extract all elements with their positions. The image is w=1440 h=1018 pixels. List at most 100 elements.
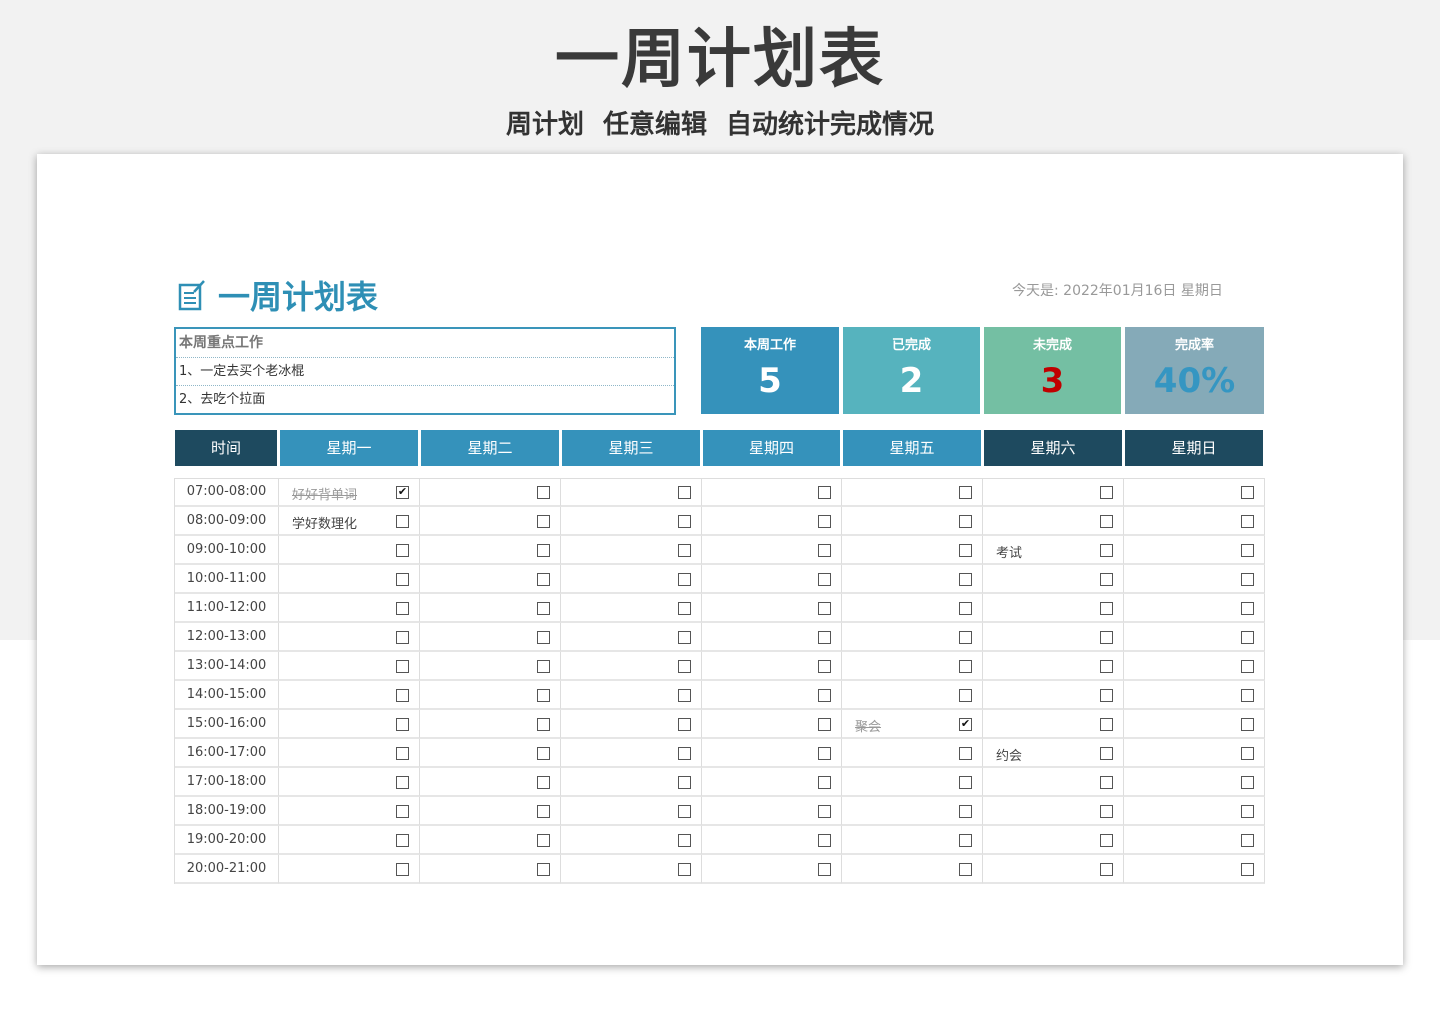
task-checkbox[interactable] — [1100, 776, 1113, 789]
weekly-focus-item[interactable]: 1、一定去买个老冰棍 — [176, 358, 674, 387]
task-checkbox[interactable] — [537, 660, 550, 673]
task-checkbox[interactable] — [678, 486, 691, 499]
schedule-cell[interactable] — [1124, 681, 1265, 710]
schedule-cell[interactable] — [1124, 594, 1265, 623]
task-checkbox[interactable] — [396, 863, 409, 876]
schedule-cell[interactable] — [1124, 797, 1265, 826]
task-checkbox[interactable] — [678, 718, 691, 731]
schedule-cell[interactable] — [842, 623, 983, 652]
schedule-cell[interactable] — [1124, 652, 1265, 681]
schedule-cell[interactable] — [842, 652, 983, 681]
schedule-cell[interactable] — [420, 826, 561, 855]
schedule-cell[interactable] — [842, 797, 983, 826]
task-checkbox[interactable] — [1241, 689, 1254, 702]
schedule-cell[interactable] — [561, 710, 702, 739]
schedule-cell[interactable] — [561, 536, 702, 565]
schedule-cell[interactable] — [561, 739, 702, 768]
task-checkbox[interactable] — [396, 631, 409, 644]
task-checkbox[interactable] — [678, 834, 691, 847]
schedule-cell[interactable] — [561, 623, 702, 652]
task-checkbox[interactable] — [396, 573, 409, 586]
task-checkbox[interactable] — [396, 660, 409, 673]
task-checkbox[interactable] — [818, 573, 831, 586]
task-checkbox[interactable] — [678, 863, 691, 876]
task-checkbox[interactable] — [818, 631, 831, 644]
schedule-cell[interactable] — [983, 623, 1124, 652]
schedule-cell[interactable] — [842, 594, 983, 623]
schedule-cell[interactable] — [420, 710, 561, 739]
schedule-cell[interactable] — [279, 797, 420, 826]
task-checkbox[interactable] — [818, 718, 831, 731]
schedule-cell[interactable] — [1124, 507, 1265, 536]
task-checkbox[interactable] — [678, 689, 691, 702]
schedule-cell[interactable] — [561, 507, 702, 536]
task-checkbox[interactable] — [1100, 602, 1113, 615]
schedule-cell[interactable] — [561, 565, 702, 594]
task-checkbox[interactable] — [678, 631, 691, 644]
task-checkbox[interactable] — [678, 805, 691, 818]
schedule-cell[interactable] — [561, 826, 702, 855]
task-text[interactable]: 聚会 — [855, 720, 882, 735]
task-checkbox[interactable] — [537, 486, 550, 499]
schedule-cell[interactable] — [702, 507, 842, 536]
schedule-cell[interactable] — [983, 826, 1124, 855]
task-checkbox[interactable] — [1100, 660, 1113, 673]
schedule-cell[interactable] — [1124, 478, 1265, 507]
schedule-cell[interactable] — [702, 739, 842, 768]
schedule-cell[interactable] — [842, 565, 983, 594]
schedule-cell[interactable] — [561, 681, 702, 710]
task-checkbox[interactable] — [537, 834, 550, 847]
task-checkbox[interactable] — [678, 776, 691, 789]
schedule-cell[interactable] — [983, 565, 1124, 594]
task-checkbox[interactable] — [678, 544, 691, 557]
schedule-cell[interactable] — [702, 652, 842, 681]
task-checkbox[interactable] — [1241, 718, 1254, 731]
schedule-cell[interactable] — [561, 594, 702, 623]
schedule-cell[interactable] — [983, 855, 1124, 884]
task-checkbox[interactable] — [818, 544, 831, 557]
schedule-cell[interactable]: 考试 — [983, 536, 1124, 565]
task-checkbox[interactable] — [1241, 863, 1254, 876]
schedule-cell[interactable] — [1124, 739, 1265, 768]
schedule-cell[interactable] — [1124, 536, 1265, 565]
task-checkbox[interactable] — [1241, 515, 1254, 528]
schedule-cell[interactable] — [279, 768, 420, 797]
task-checkbox[interactable] — [959, 805, 972, 818]
task-checkbox[interactable] — [537, 805, 550, 818]
task-checkbox[interactable] — [537, 689, 550, 702]
schedule-cell[interactable] — [561, 855, 702, 884]
schedule-cell[interactable] — [842, 536, 983, 565]
schedule-cell[interactable] — [420, 855, 561, 884]
task-checkbox[interactable] — [818, 602, 831, 615]
schedule-cell[interactable] — [420, 478, 561, 507]
task-checkbox[interactable] — [959, 631, 972, 644]
schedule-cell[interactable] — [842, 826, 983, 855]
schedule-cell[interactable] — [702, 797, 842, 826]
schedule-cell[interactable] — [702, 478, 842, 507]
task-checkbox[interactable] — [396, 689, 409, 702]
task-checkbox[interactable] — [818, 486, 831, 499]
schedule-cell[interactable] — [420, 739, 561, 768]
task-checkbox[interactable] — [959, 834, 972, 847]
task-checkbox[interactable] — [959, 544, 972, 557]
task-checkbox[interactable] — [537, 544, 550, 557]
schedule-cell[interactable] — [420, 623, 561, 652]
task-checkbox[interactable] — [678, 747, 691, 760]
task-checkbox[interactable] — [537, 776, 550, 789]
schedule-cell[interactable] — [983, 594, 1124, 623]
schedule-cell[interactable] — [702, 826, 842, 855]
task-checkbox[interactable] — [818, 805, 831, 818]
task-text[interactable]: 考试 — [996, 546, 1023, 561]
task-checkbox[interactable] — [537, 747, 550, 760]
schedule-cell[interactable] — [702, 681, 842, 710]
schedule-cell[interactable] — [420, 536, 561, 565]
task-checkbox[interactable] — [396, 834, 409, 847]
task-checkbox[interactable] — [678, 515, 691, 528]
task-checkbox[interactable] — [1100, 834, 1113, 847]
task-checkbox[interactable] — [396, 747, 409, 760]
task-text[interactable]: 学好数理化 — [292, 517, 358, 532]
task-checkbox[interactable] — [818, 834, 831, 847]
schedule-cell[interactable] — [1124, 710, 1265, 739]
schedule-cell[interactable] — [842, 681, 983, 710]
task-checkbox[interactable] — [678, 602, 691, 615]
